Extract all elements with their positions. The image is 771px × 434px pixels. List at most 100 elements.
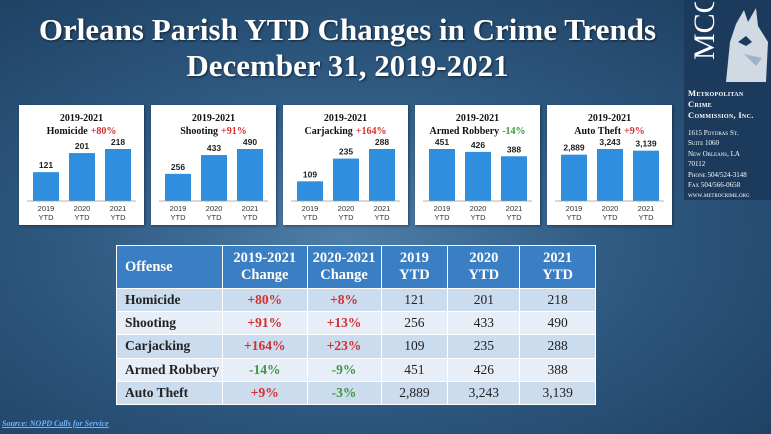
page-subtitle: December 31, 2019-2021 [186,48,509,83]
bar [633,150,659,201]
chart-change: +9% [624,126,645,137]
tick-label: YTD [435,213,451,222]
ytd-2020-cell: 201 [447,287,521,313]
change-2020-2021-cell: -3% [306,380,382,405]
tick-label: YTD [567,213,583,222]
tick-label: 2020 [470,204,487,213]
ytd-2021-cell: 388 [519,357,596,382]
chart-offense-name: Armed Robbery [429,126,499,137]
change-2020-2021-cell: -9% [306,357,382,382]
data-label: 201 [75,141,89,151]
change-2020-2021-cell: +8% [306,287,382,313]
data-label: 2,889 [563,143,585,153]
table-row: Carjacking +164% +23% 109 235 288 [116,334,596,359]
chart-offense-name: Carjacking [304,126,352,137]
table-row: Armed Robbery -14% -9% 451 426 388 [116,357,596,382]
ytd-2019-cell: 109 [380,334,449,359]
brand-name: Metropolitan Crime Commission, Inc. [688,88,754,120]
bar [105,149,131,201]
tick-label: YTD [507,213,523,222]
chart-title: 2019-2021 [456,113,499,124]
chart-change: -14% [502,126,525,137]
bar [369,149,395,201]
ytd-2019-cell: 256 [380,311,449,336]
chart-change: +80% [91,126,117,137]
bar [561,154,587,201]
table-row: Auto Theft +9% -3% 2,889 3,243 3,139 [116,380,596,405]
tick-label: 2021 [506,204,523,213]
tick-label: YTD [375,213,391,222]
chart-subtitle: Auto Theft +9% [574,126,644,137]
ytd-2021-cell: 288 [519,334,596,359]
offense-cell: Homicide [116,287,223,313]
chart-offense-name: Homicide [47,126,89,137]
tick-label: 2021 [374,204,391,213]
tick-label: 2020 [74,204,91,213]
change-2019-2021-cell: +164% [221,334,308,359]
tick-label: 2019 [566,204,583,213]
header-change-2020-2021: 2020-2021 Change [306,245,382,289]
tick-label: YTD [39,213,55,222]
tick-label: YTD [339,213,355,222]
mini-chart-armed-robbery: 2019-2021 Armed Robbery -14% 451 2019 YTD 426 2… [415,105,540,225]
tick-label: 2020 [602,204,619,213]
header-2019-ytd: 2019 YTD [380,245,449,289]
data-label: 3,243 [599,137,621,147]
offense-cell: Shooting [116,311,223,336]
chart-title: 2019-2021 [192,113,235,124]
source-link[interactable]: Source: NOPD Calls for Service [2,419,109,428]
chart-title: 2019-2021 [60,113,103,124]
ytd-2019-cell: 121 [380,287,449,313]
logo-text: MCC [688,2,721,60]
tick-label: YTD [471,213,487,222]
ytd-2020-cell: 433 [447,311,521,336]
header-2020-ytd: 2020 YTD [447,245,521,289]
bar [165,173,191,201]
chart-title: 2019-2021 [588,113,631,124]
offense-cell: Armed Robbery [116,357,223,382]
bar [33,172,59,201]
data-label: 388 [507,144,521,154]
bar [201,155,227,201]
tick-label: 2021 [110,204,127,213]
ytd-2019-cell: 451 [380,357,449,382]
mcc-wolf-logo-icon: MCC [686,2,770,84]
mini-chart-carjacking: 2019-2021 Carjacking +164% 109 2019 YTD 235 202… [283,105,408,225]
data-label: 256 [171,162,185,172]
crime-table: Offense 2019-2021 Change 2020-2021 Change … [116,245,596,405]
ytd-2021-cell: 218 [519,287,596,313]
chart-offense-name: Auto Theft [574,126,621,137]
change-2019-2021-cell: -14% [221,357,308,382]
data-label: 490 [243,137,257,147]
tick-label: 2020 [206,204,223,213]
bar [429,149,455,201]
chart-subtitle: Shooting +91% [180,126,247,137]
bar [597,149,623,201]
data-label: 288 [375,137,389,147]
tick-label: YTD [111,213,127,222]
tick-label: YTD [207,213,223,222]
bar [69,153,95,201]
ytd-2019-cell: 2,889 [380,380,449,405]
bar [501,156,527,201]
data-label: 433 [207,143,221,153]
data-label: 218 [111,137,125,147]
chart-subtitle: Homicide +80% [47,126,117,137]
chart-change: +164% [356,126,387,137]
tick-label: 2019 [302,204,319,213]
tick-label: 2021 [242,204,259,213]
chart-subtitle: Armed Robbery -14% [429,126,525,137]
header-2021-ytd: 2021 YTD [519,245,596,289]
mini-chart-shooting: 2019-2021 Shooting +91% 256 2019 YTD 433 2020 YT… [151,105,276,225]
data-label: 426 [471,140,485,150]
data-label: 451 [435,137,449,147]
data-label: 235 [339,147,353,157]
tick-label: 2021 [638,204,655,213]
tick-label: 2019 [170,204,187,213]
change-2019-2021-cell: +80% [221,287,308,313]
change-2019-2021-cell: +9% [221,380,308,405]
chart-offense-name: Shooting [180,126,218,137]
change-2019-2021-cell: +91% [221,311,308,336]
bar [297,181,323,201]
offense-cell: Auto Theft [116,380,223,405]
